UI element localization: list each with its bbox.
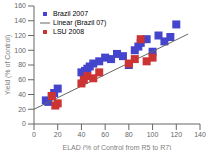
svg-text:40: 40 (18, 91, 26, 98)
svg-text:60: 60 (18, 76, 26, 83)
svg-text:0: 0 (22, 120, 26, 127)
html-text:Brazil 2007: Brazil 2007 (53, 10, 88, 17)
svg-text:0: 0 (32, 131, 36, 138)
svg-text:20: 20 (54, 131, 62, 138)
svg-text:60: 60 (101, 131, 109, 138)
svg-text:Yield (% of Control): Yield (% of Control) (8, 35, 12, 95)
html-text:LSU 2008: LSU 2008 (53, 28, 85, 35)
svg-text:20: 20 (18, 106, 26, 113)
svg-text:140: 140 (194, 131, 202, 138)
svg-text:80: 80 (18, 61, 26, 68)
svg-text:ELAD (% of Control from R5 to: ELAD (% of Control from R5 to R7) (63, 144, 172, 150)
html-text:Linear (Brazil 07): Linear (Brazil 07) (53, 19, 107, 26)
svg-text:160: 160 (14, 2, 26, 9)
svg-text:140: 140 (14, 17, 26, 24)
svg-text:120: 120 (14, 32, 26, 39)
svg-text:100: 100 (147, 131, 159, 138)
svg-text:120: 120 (170, 131, 182, 138)
svg-text:100: 100 (14, 47, 26, 54)
svg-text:40: 40 (78, 131, 86, 138)
svg-text:80: 80 (125, 131, 133, 138)
